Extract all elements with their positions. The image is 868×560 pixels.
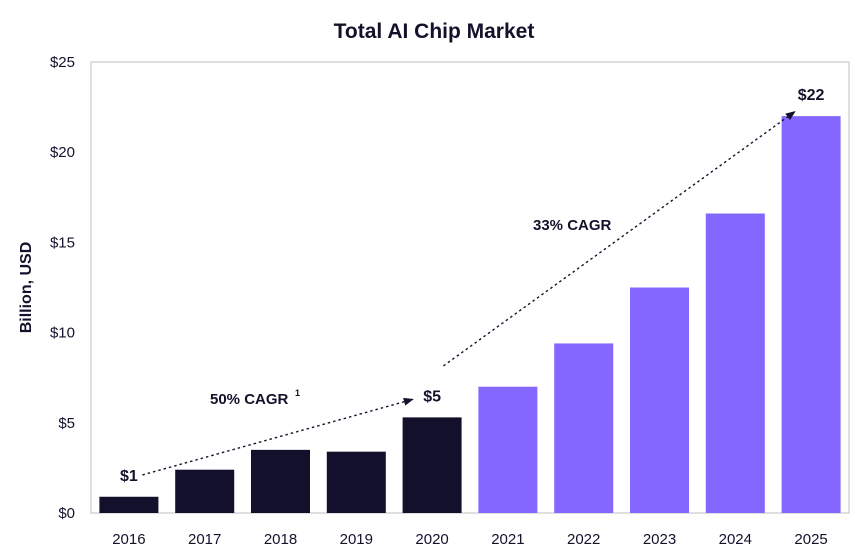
y-tick-label: $25 (50, 54, 75, 71)
plot-frame (90, 61, 850, 514)
bar (402, 417, 462, 513)
data-label: $1 (120, 468, 138, 485)
bar (175, 469, 235, 513)
y-tick-label: $10 (50, 325, 75, 342)
x-tick-label: 2018 (264, 531, 297, 548)
cagr-label: 50% CAGR (210, 391, 289, 408)
x-tick-label: 2020 (415, 531, 448, 548)
bar (326, 451, 386, 513)
x-tick-label: 2016 (112, 531, 145, 548)
cagr-label-superscript: 1 (295, 388, 300, 398)
chart-title: Total AI Chip Market (333, 20, 535, 43)
bar (478, 386, 538, 513)
cagr-label: 33% CAGR (533, 217, 612, 234)
bar (781, 116, 841, 514)
bar (705, 213, 765, 513)
x-tick-label: 2019 (340, 531, 373, 548)
x-tick-label: 2025 (794, 531, 827, 548)
x-tick-label: 2022 (567, 531, 600, 548)
y-tick-label: $15 (50, 234, 75, 251)
x-tick-label: 2021 (491, 531, 524, 548)
y-tick-label: $0 (58, 505, 75, 522)
x-tick-label: 2024 (719, 531, 752, 548)
data-label: $22 (798, 87, 825, 104)
bar (99, 496, 159, 513)
data-label: $5 (423, 388, 441, 405)
bar (630, 287, 689, 513)
y-tick-label: $5 (58, 415, 75, 432)
x-tick-label: 2023 (643, 531, 676, 548)
cagr-arrow (443, 111, 796, 367)
x-tick-label: 2017 (188, 531, 221, 548)
y-axis-title: Billion, USD (18, 242, 35, 334)
bar (251, 449, 310, 513)
bar (554, 343, 614, 513)
y-tick-label: $20 (50, 144, 75, 161)
